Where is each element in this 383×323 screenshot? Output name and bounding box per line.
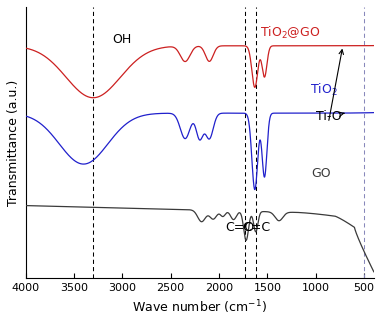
Text: C=O: C=O: [226, 221, 255, 234]
X-axis label: Wave number (cm$^{-1}$): Wave number (cm$^{-1}$): [132, 298, 267, 316]
Text: Ti-O: Ti-O: [316, 110, 344, 123]
Text: OH: OH: [113, 33, 132, 46]
Text: TiO$_2$@GO: TiO$_2$@GO: [260, 25, 320, 41]
Y-axis label: Transmittance (a.u.): Transmittance (a.u.): [7, 79, 20, 206]
Text: TiO$_2$: TiO$_2$: [310, 82, 338, 98]
Text: C=C: C=C: [243, 221, 271, 234]
Text: GO: GO: [311, 167, 331, 180]
